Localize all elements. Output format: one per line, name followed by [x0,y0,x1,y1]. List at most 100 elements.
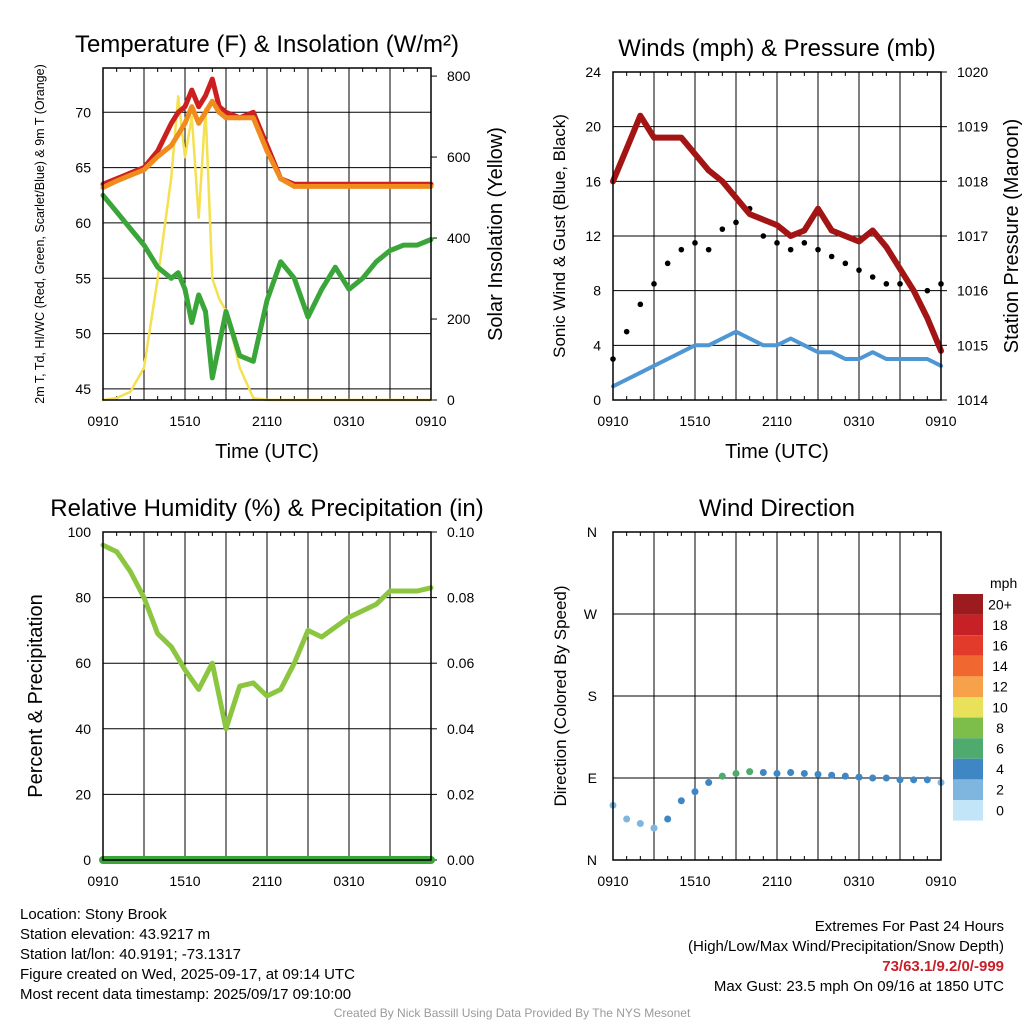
y-tick-label: N [587,524,597,540]
gust-point [897,281,903,287]
x-tick-label: 0310 [333,413,364,429]
plot-border [102,67,432,401]
y-axis-label: Percent & Precipitation [25,594,47,797]
y-tick-label: 20 [75,786,91,802]
right-tick-label: 800 [447,68,471,84]
wind-direction-point [691,788,699,796]
y-axis-label: 2m T, Td, HI/WC (Red, Green, Scarlet/Blu… [33,64,47,403]
pressure-line [610,112,944,354]
x-tick-label: 0910 [597,873,628,889]
right-tick-label: 0.08 [447,590,474,606]
gust-point [651,281,657,287]
wind-direction-point [746,768,754,776]
y-tick-label: 80 [75,590,91,606]
chart-title: Winds (mph) & Pressure (mb) [618,35,935,62]
right-tick-label: 1014 [957,392,988,408]
gust-point [733,219,739,226]
y-tick-label: 40 [75,721,91,737]
wind-direction-point [896,776,904,784]
speed-legend: mph 20+ 18 16 14 12 10 8 6 4 2 0 [953,575,1017,821]
chart-title: Temperature (F) & Insolation (W/m²) [75,31,459,58]
x-tick-label: 0910 [925,413,956,429]
x-tick-label: 2110 [762,873,792,889]
y-tick-label: 12 [585,228,601,244]
legend-swatch [953,717,983,739]
legend-swatch [953,655,983,677]
right-tick-label: 400 [447,230,471,246]
right-tick-label: 200 [447,311,471,327]
max-gust-text: Max Gust: 23.5 mph On 09/16 at 1850 UTC [713,978,1004,995]
wind-direction-point [705,779,713,787]
relative-humidity-line [100,542,434,732]
x-tick-label: 0910 [597,413,628,429]
y-tick-label: 24 [585,64,601,80]
y-tick-label: 45 [75,381,91,397]
y-axis-label: Sonic Wind & Gust (Blue, Black) [550,114,569,358]
gust-point [760,233,767,239]
wind-direction-point [623,815,631,823]
gust-point [623,328,630,335]
chart-title: Wind Direction [699,495,855,522]
wind-direction-point [664,815,672,823]
right-axis-label: Solar Insolation (Yellow) [485,127,507,341]
legend-label: 16 [992,638,1008,654]
plot-border [102,531,432,861]
gust-point [678,246,685,253]
wind-direction-point [923,776,931,784]
chart-panel-3: 0910 1510 2110 0310 0910 Relative Humidity (%… [25,495,484,889]
legend-label: 2 [996,782,1004,798]
elevation-text: Station elevation: 43.9217 m [20,926,211,943]
x-tick-label: 2110 [252,873,282,889]
legend-swatch [953,614,983,636]
legend-swatch [953,676,983,697]
right-tick-label: 0.06 [447,655,474,671]
right-tick-label: 0 [447,392,455,408]
wind-direction-point [910,776,918,784]
latlon-text: Station lat/lon: 40.9191; -73.1317 [20,946,242,963]
legend-label: 4 [996,761,1004,777]
gust-point [883,281,890,287]
y-tick-label: 55 [75,270,91,286]
y-tick-label: 20 [585,119,601,135]
x-tick-label: 1510 [679,413,710,429]
y-tick-label: 0 [83,852,91,868]
y-tick-label: 65 [75,160,91,176]
sonic-wind-line [611,329,943,389]
gust-point [787,246,794,253]
wind-direction-point [841,772,849,780]
wind-direction-point [759,769,767,777]
x-tick-label: 0910 [87,413,118,429]
station-info: Location: Stony Brook Station elevation:… [20,905,355,1005]
legend-swatch [953,758,983,780]
y-tick-label: 16 [585,173,601,189]
x-axis-label: Time (UTC) [215,441,319,463]
wind-direction-point [814,770,822,778]
gust-point [774,240,780,246]
y-axis-label: Direction (Colored By Speed) [551,585,570,806]
y-tick-label: 8 [593,283,601,299]
location-text: Location: Stony Brook [20,906,167,923]
gust-point [692,240,698,246]
extremes-title: Extremes For Past 24 Hours [814,918,1004,935]
right-tick-label: 1019 [957,119,988,135]
chart-panel-1: 0910 1510 2110 0310 0910 Temperature (F) & In… [33,31,507,463]
y-tick-label: 100 [68,524,92,540]
y-tick-label: 60 [75,215,91,231]
right-tick-label: 600 [447,149,471,165]
legend-label: 0 [996,802,1004,818]
legend-title: mph [990,575,1017,591]
legend-label: 18 [992,617,1008,633]
wind-direction-point [828,771,836,779]
wind-direction-point [677,797,685,805]
legend-label: 12 [992,679,1008,695]
legend-swatch [953,738,983,759]
x-tick-label: 0310 [843,413,874,429]
created-text: Figure created on Wed, 2025-09-17, at 09… [20,966,355,983]
gust-point [842,260,849,267]
right-tick-label: 1018 [957,173,988,189]
x-tick-label: 0910 [415,873,446,889]
wind-direction-point [869,774,877,782]
legend-label: 14 [992,658,1008,674]
wind-direction-point [787,769,795,777]
legend-label: 20+ [988,596,1012,612]
